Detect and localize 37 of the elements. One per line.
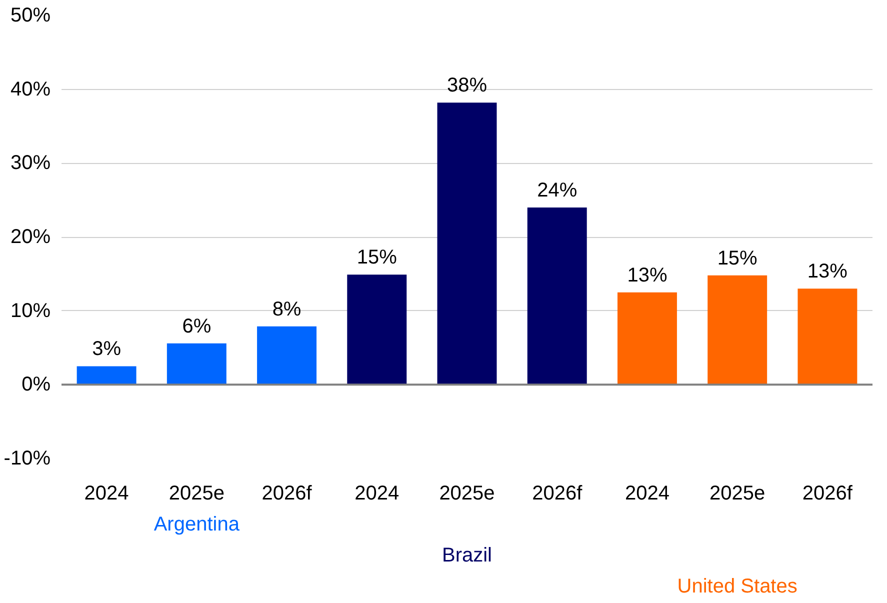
x-tick-label: 2025e xyxy=(710,482,766,504)
data-label: 13% xyxy=(627,264,668,286)
x-tick-label: 2024 xyxy=(84,482,129,504)
bar xyxy=(708,275,768,385)
x-tick-label: 2026f xyxy=(262,482,312,504)
y-tick-label: 10% xyxy=(10,300,51,322)
text: Argentina xyxy=(154,514,240,536)
x-tick-label: 2025e xyxy=(168,482,224,504)
x-tick-label: 2025e xyxy=(439,482,495,504)
data-label: 15% xyxy=(717,247,758,270)
y-tick-label: 40% xyxy=(10,78,51,100)
x-tick-label: 2026f xyxy=(802,482,853,504)
data-label: 24% xyxy=(537,179,578,202)
bar xyxy=(527,207,587,385)
bar xyxy=(347,274,407,385)
bar xyxy=(76,366,136,385)
text: Brazil xyxy=(442,544,492,566)
x-tick-label: 2026f xyxy=(532,482,583,504)
data-label: 15% xyxy=(356,246,398,269)
y-tick-label: -10% xyxy=(4,448,51,470)
bar xyxy=(437,102,497,385)
y-tick-label: 50% xyxy=(10,4,51,26)
data-label: 6% xyxy=(182,315,212,338)
text: United States xyxy=(677,576,798,598)
x-tick-label: 2024 xyxy=(624,482,670,504)
data-label: 13% xyxy=(807,260,848,283)
y-tick-label: 20% xyxy=(10,226,51,248)
y-tick-label: 0% xyxy=(22,374,51,396)
bar xyxy=(617,292,677,385)
x-tick-label: 2024 xyxy=(354,482,400,504)
data-label: 3% xyxy=(92,338,122,360)
bar xyxy=(257,326,317,385)
bar xyxy=(166,343,226,385)
data-label: 38% xyxy=(446,74,488,97)
bar xyxy=(798,288,858,385)
data-label: 8% xyxy=(272,298,302,320)
y-tick-label: 30% xyxy=(10,152,51,174)
